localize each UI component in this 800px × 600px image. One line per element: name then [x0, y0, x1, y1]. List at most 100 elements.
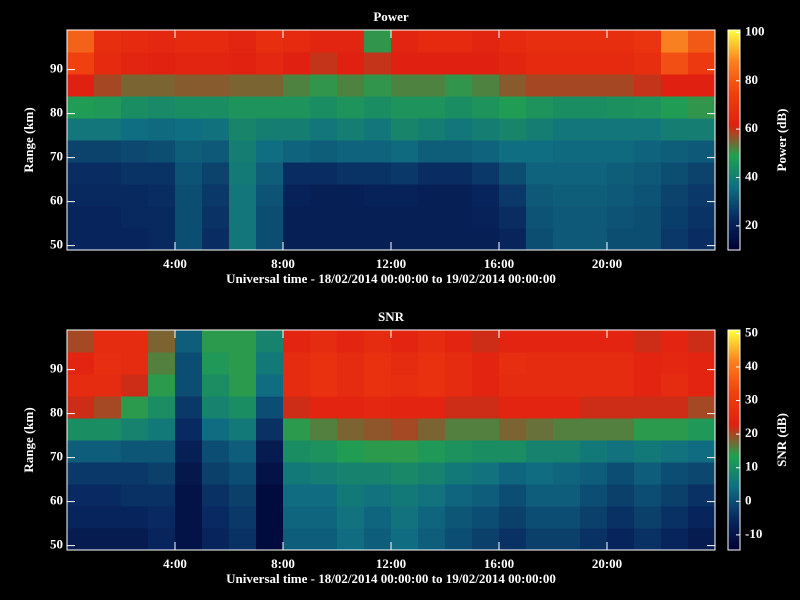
heat-cell [121, 162, 149, 185]
heat-cell [94, 528, 122, 551]
heat-cell [526, 162, 554, 185]
heat-cell [445, 418, 473, 441]
heat-cell [364, 462, 392, 485]
heat-cell [256, 228, 284, 251]
heat-cell [283, 162, 311, 185]
heat-cell [391, 330, 419, 353]
heat-cell [499, 528, 527, 551]
heat-cell [526, 462, 554, 485]
heat-cell [310, 528, 338, 551]
heat-cell [148, 184, 176, 207]
heat-cell [580, 506, 608, 529]
y-tick-label: 80 [50, 405, 63, 420]
heat-cell [310, 118, 338, 141]
heat-cell [310, 352, 338, 375]
heat-cell [364, 162, 392, 185]
heat-cell [94, 330, 122, 353]
heat-cell [526, 506, 554, 529]
heat-cell [175, 374, 203, 397]
heat-cell [688, 462, 716, 485]
heat-cell [391, 396, 419, 419]
heat-cell [175, 528, 203, 551]
heat-cell [121, 330, 149, 353]
heat-cell [661, 228, 689, 251]
heat-cell [553, 228, 581, 251]
heat-cell [310, 30, 338, 53]
x-axis-label: Universal time - 18/02/2014 00:00:00 to … [226, 571, 556, 586]
heat-cell [337, 418, 365, 441]
heat-cell [580, 396, 608, 419]
heat-cell [391, 418, 419, 441]
heat-cell [337, 162, 365, 185]
heat-cell [526, 418, 554, 441]
heat-cell [580, 206, 608, 229]
heat-cell [445, 52, 473, 75]
heat-cell [661, 184, 689, 207]
heat-cell [310, 330, 338, 353]
heat-cell [418, 396, 446, 419]
heat-cell [148, 228, 176, 251]
heat-cell [607, 528, 635, 551]
heat-cell [607, 118, 635, 141]
heat-cell [661, 374, 689, 397]
heat-cell [580, 330, 608, 353]
heat-cell [94, 462, 122, 485]
heat-cell [607, 228, 635, 251]
heat-cell [121, 118, 149, 141]
heat-cell [688, 418, 716, 441]
heat-cell [391, 528, 419, 551]
heat-cell [256, 30, 284, 53]
heat-cell [202, 74, 230, 97]
heat-cell [688, 374, 716, 397]
colorbar-tick-label: 60 [745, 120, 758, 135]
heat-cell [310, 396, 338, 419]
heat-cell [553, 528, 581, 551]
heat-cell [688, 206, 716, 229]
heat-cell [580, 52, 608, 75]
heat-cell [553, 396, 581, 419]
heat-cell [526, 184, 554, 207]
heat-cell [256, 52, 284, 75]
heat-cell [256, 396, 284, 419]
heat-cell [634, 118, 662, 141]
heat-cell [580, 440, 608, 463]
heat-cell [391, 140, 419, 163]
heat-cell [526, 30, 554, 53]
heat-cell [391, 206, 419, 229]
heat-cell [175, 30, 203, 53]
heat-cell [175, 352, 203, 375]
heat-cell [337, 374, 365, 397]
heat-cell [526, 206, 554, 229]
heat-cell [202, 462, 230, 485]
y-tick-label: 60 [50, 493, 63, 508]
heat-cell [661, 96, 689, 119]
heat-cell [364, 96, 392, 119]
heat-cell [175, 184, 203, 207]
heat-cell [499, 352, 527, 375]
heat-cell [634, 96, 662, 119]
heat-cell [121, 206, 149, 229]
heat-cell [553, 74, 581, 97]
heat-cell [688, 440, 716, 463]
y-tick-label: 70 [50, 449, 63, 464]
heat-cell [67, 74, 95, 97]
heat-cell [526, 374, 554, 397]
heat-cell [256, 118, 284, 141]
heat-cell [634, 162, 662, 185]
heat-cell [499, 140, 527, 163]
heat-cell [202, 140, 230, 163]
heat-cell [337, 330, 365, 353]
heat-cell [553, 184, 581, 207]
heat-cell [391, 506, 419, 529]
heat-cell [148, 352, 176, 375]
heat-cell [499, 440, 527, 463]
panel-title: Power [373, 9, 409, 24]
heat-cell [364, 140, 392, 163]
heat-cell [661, 352, 689, 375]
heat-cell [67, 374, 95, 397]
heat-cell [418, 30, 446, 53]
heat-cell [175, 52, 203, 75]
heat-cell [256, 528, 284, 551]
heat-cell [580, 184, 608, 207]
